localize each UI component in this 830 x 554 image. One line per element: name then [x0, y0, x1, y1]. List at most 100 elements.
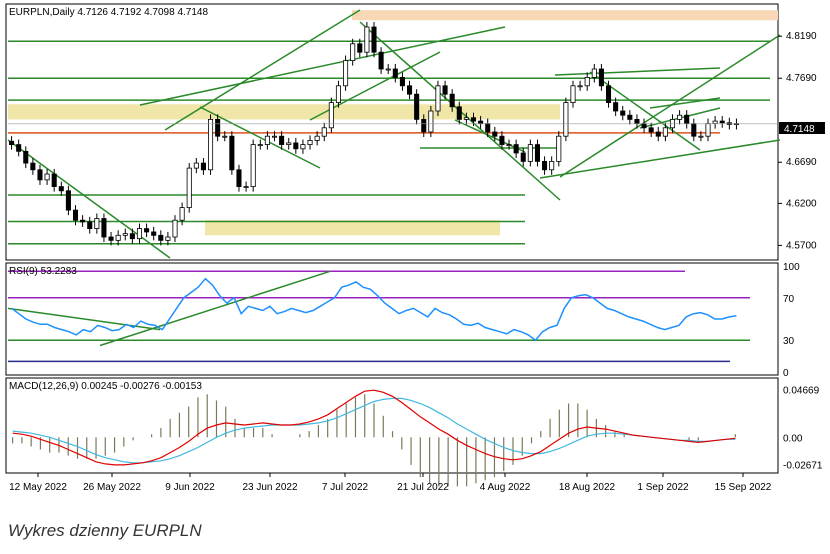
candle-body: [37, 169, 43, 181]
candle-body: [271, 135, 278, 138]
price-tick: 4.5700: [786, 240, 817, 251]
candle-body: [442, 85, 448, 95]
trend-line: [554, 67, 721, 76]
macd-line: [12, 389, 736, 466]
candle-body: [598, 68, 604, 87]
candle-body: [712, 120, 718, 125]
candle-body: [193, 162, 199, 169]
trendlines: [7, 9, 781, 259]
candle-body: [506, 144, 512, 147]
candle-body: [719, 120, 725, 124]
candle-body: [591, 68, 597, 78]
trend-line: [199, 106, 321, 169]
candle-body: [534, 144, 540, 162]
candle-body: [9, 140, 15, 146]
macd-tick: 0.00: [783, 433, 803, 444]
date-tick: 9 Jun 2022: [165, 482, 215, 493]
candle-body: [250, 144, 256, 188]
candle-body: [385, 68, 391, 71]
candle-body: [65, 190, 71, 211]
rsi-tick: 30: [783, 336, 795, 347]
candle-body: [115, 234, 121, 241]
candle-body: [286, 142, 292, 145]
price-tick: 4.8190: [786, 31, 817, 42]
macd-title: MACD(12,26,9) 0.00245 -0.00276 -0.00153: [9, 381, 202, 392]
candle-body: [122, 233, 128, 236]
candle-body: [208, 119, 214, 171]
date-tick: 26 May 2022: [83, 482, 141, 493]
candle-body: [620, 110, 626, 116]
candle-body: [364, 26, 370, 53]
axes: 4.8190 4.7690 4.6690 4.6200 4.5700 100 70 30 0 0.…: [8, 31, 823, 493]
trend-line: [539, 139, 781, 179]
macd-tick: -0.02671: [783, 461, 823, 472]
candle-body: [463, 117, 469, 120]
candle-body: [136, 228, 143, 240]
candle-body: [577, 85, 583, 88]
candle-body: [677, 114, 683, 120]
zones: [8, 10, 778, 236]
candle-body: [343, 60, 349, 87]
candle-body: [421, 119, 427, 133]
date-tick: 21 Jul 2022: [397, 482, 449, 493]
candle-body: [705, 123, 711, 137]
macd-tick: 0.04669: [783, 386, 820, 397]
candle-body: [613, 102, 619, 112]
trend-line: [454, 119, 526, 153]
candle-body: [485, 123, 491, 133]
candle-body: [279, 135, 285, 145]
date-tick: 18 Aug 2022: [559, 482, 616, 493]
candle-body: [378, 51, 384, 70]
candle-body: [179, 207, 185, 221]
rsi-tick: 100: [783, 262, 800, 273]
chart-title: EURPLN,Daily 4.7126 4.7192 4.7098 4.7148: [9, 7, 208, 18]
price-tick: 4.6690: [786, 157, 817, 168]
trend-line: [649, 97, 721, 109]
date-tick: 1 Sep 2022: [637, 482, 689, 493]
candle-body: [101, 218, 107, 238]
date-tick: 12 May 2022: [9, 482, 67, 493]
chart-caption: Wykres dzienny EURPLN: [8, 521, 202, 540]
candle-body: [399, 77, 405, 87]
candle-body: [72, 209, 79, 221]
candle-body: [80, 219, 86, 223]
candle-body: [357, 43, 363, 53]
trend-line: [139, 26, 506, 106]
candle-body: [51, 173, 57, 188]
candle-body: [307, 139, 313, 145]
candle-body: [321, 127, 327, 137]
candle-body: [264, 135, 270, 145]
candle-body: [470, 117, 477, 122]
candle-body: [456, 106, 462, 120]
rsi-line: [11, 277, 737, 342]
candle-body: [449, 93, 455, 108]
candle-body: [87, 221, 93, 230]
candle-body: [563, 102, 569, 137]
rsi-tick: 0: [783, 368, 789, 379]
zone-0: [205, 220, 500, 236]
candle-body: [641, 123, 647, 129]
candle-body: [478, 120, 484, 125]
date-tick: 15 Sep 2022: [715, 482, 772, 493]
candle-body: [257, 144, 263, 147]
candle-body: [328, 102, 334, 129]
candle-body: [94, 218, 100, 230]
macd-indicator: [12, 389, 736, 487]
last-price-label: 4.7148: [784, 124, 815, 135]
last-price-tag: [779, 122, 825, 134]
candle-body: [527, 144, 533, 162]
candle-body: [229, 135, 235, 171]
candle-body: [243, 186, 249, 189]
candle-body: [30, 162, 36, 171]
candle-body: [634, 119, 640, 125]
price-tick: 4.7690: [786, 73, 817, 84]
zone-1: [8, 104, 560, 120]
candle-body: [335, 85, 341, 104]
candle-body: [144, 228, 150, 233]
candle-body: [215, 119, 221, 137]
rsi-indicator: [7, 270, 750, 363]
candle-body: [186, 167, 192, 208]
candle-body: [605, 85, 612, 104]
candle-body: [662, 127, 668, 137]
date-tick: 4 Aug 2022: [480, 482, 531, 493]
